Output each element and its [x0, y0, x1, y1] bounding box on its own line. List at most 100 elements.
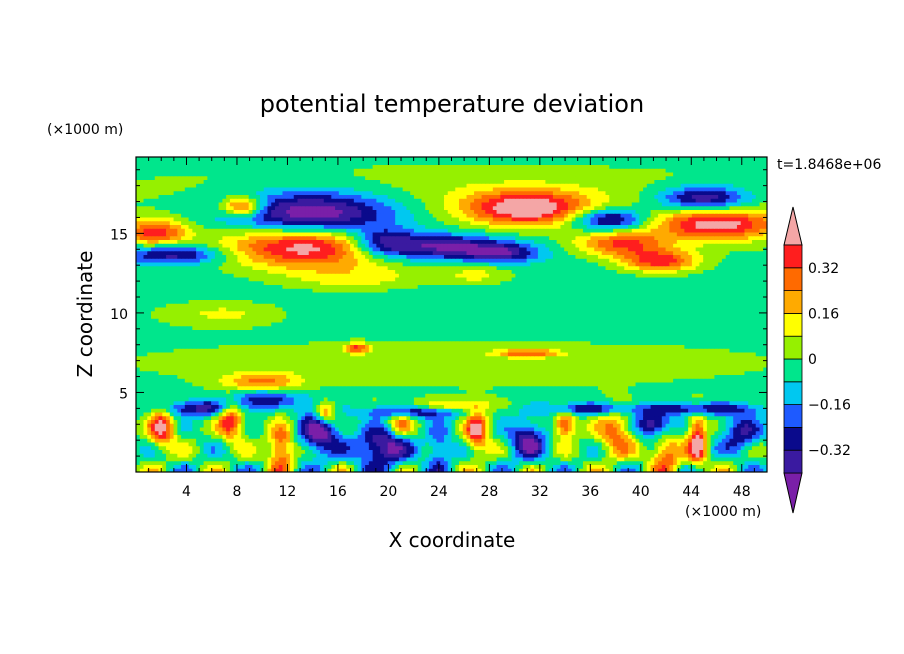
contour-cell: [331, 457, 336, 462]
contour-cell: [549, 363, 554, 368]
contour-cell: [143, 415, 148, 420]
contour-cell: [616, 408, 622, 413]
contour-cell: [541, 445, 546, 450]
contour-cell: [624, 460, 629, 465]
contour-cell: [297, 367, 302, 372]
contour-cell: [308, 367, 314, 372]
contour-cell: [301, 393, 306, 398]
contour-cell: [680, 430, 685, 435]
contour-cell: [571, 370, 576, 375]
contour-cell: [192, 464, 197, 469]
contour-cell: [312, 434, 317, 439]
contour-cell: [635, 460, 640, 465]
contour-cell: [530, 404, 535, 409]
contour-cell: [534, 370, 539, 375]
contour-cell: [331, 445, 336, 450]
contour-cell: [184, 370, 190, 375]
contour-cell: [312, 378, 317, 383]
contour-cell: [173, 453, 178, 458]
contour-cell: [699, 442, 704, 447]
contour-cell: [271, 374, 276, 379]
contour-cell: [459, 442, 464, 447]
contour-cell: [196, 468, 201, 473]
contour-cell: [173, 385, 178, 390]
contour-cell: [222, 389, 227, 394]
contour-cell: [537, 430, 543, 435]
contour-cell: [188, 408, 193, 413]
contour-cell: [143, 464, 148, 469]
contour-cell: [492, 389, 498, 394]
contour-cell: [346, 382, 351, 387]
contour-cell: [759, 438, 764, 443]
contour-cell: [335, 430, 340, 435]
contour-cell: [196, 400, 201, 405]
contour-cell: [248, 397, 253, 402]
contour-cell: [646, 404, 652, 409]
contour-cell: [530, 385, 535, 390]
contour-cell: [631, 434, 637, 439]
contour-cell: [605, 389, 610, 394]
contour-cell: [613, 400, 618, 405]
contour-cell: [357, 427, 362, 432]
contour-cell: [691, 393, 697, 398]
contour-cell: [327, 359, 332, 364]
contour-cell: [537, 400, 543, 405]
contour-cell: [474, 397, 479, 402]
contour-cell: [267, 359, 272, 364]
contour-cell: [192, 427, 197, 432]
contour-cell: [342, 400, 347, 405]
contour-cell: [192, 374, 197, 379]
contour-cell: [582, 419, 588, 424]
contour-cell: [515, 408, 520, 413]
contour-cell: [552, 374, 558, 379]
contour-cell: [323, 382, 329, 387]
contour-cell: [567, 393, 573, 398]
contour-cell: [658, 427, 663, 432]
contour-cell: [676, 370, 682, 375]
contour-cell: [421, 382, 426, 387]
contour-cell: [188, 457, 193, 462]
contour-cell: [278, 374, 283, 379]
contour-cell: [398, 412, 404, 417]
contour-cell: [278, 404, 283, 409]
contour-cell: [605, 419, 610, 424]
contour-cell: [673, 397, 678, 402]
contour-cell: [507, 397, 513, 402]
contour-cell: [410, 374, 415, 379]
contour-cell: [522, 382, 528, 387]
contour-cell: [597, 397, 603, 402]
contour-cell: [665, 400, 670, 405]
contour-cell: [428, 427, 434, 432]
contour-cell: [147, 397, 152, 402]
contour-cell: [725, 393, 730, 398]
contour-cell: [372, 367, 377, 372]
contour-cell: [428, 363, 434, 368]
contour-cell: [496, 434, 501, 439]
contour-cell: [609, 468, 614, 473]
contour-cell: [564, 415, 569, 420]
contour-cell: [582, 359, 588, 364]
contour-cell: [455, 404, 460, 409]
contour-cell: [673, 460, 678, 465]
contour-cell: [650, 400, 655, 405]
contour-cell: [582, 389, 588, 394]
contour-cell: [710, 449, 715, 454]
contour-cell: [582, 453, 588, 458]
contour-cell: [624, 430, 629, 435]
contour-cell: [575, 445, 580, 450]
contour-cell: [274, 434, 280, 439]
contour-cell: [691, 412, 697, 417]
contour-cell: [763, 408, 768, 413]
contour-cell: [721, 453, 727, 458]
contour-cell: [537, 363, 543, 368]
contour-cell: [432, 408, 437, 413]
contour-cell: [590, 434, 595, 439]
contour-cell: [582, 415, 588, 420]
contour-cell: [534, 430, 539, 435]
contour-cell: [646, 419, 652, 424]
contour-cell: [301, 374, 306, 379]
contour-cell: [549, 434, 554, 439]
contour-cell: [691, 427, 697, 432]
contour-cell: [196, 415, 201, 420]
contour-cell: [541, 400, 546, 405]
